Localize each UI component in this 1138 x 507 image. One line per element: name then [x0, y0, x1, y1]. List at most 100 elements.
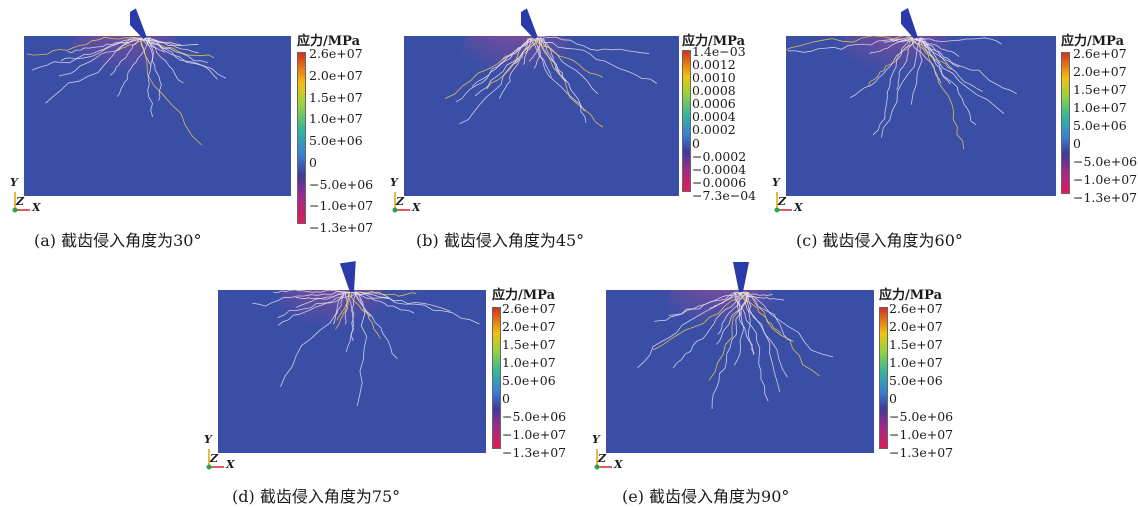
crack-path [533, 36, 650, 54]
crack-path [920, 37, 977, 126]
crack-path [909, 37, 953, 70]
axis-z-label: Z [598, 452, 607, 465]
tick-label: 2.0e+07 [889, 319, 943, 334]
crack-path [717, 291, 748, 335]
tick-label: −0.0002 [692, 148, 747, 164]
crack-path [637, 291, 738, 368]
crack-path [335, 292, 349, 330]
crack-path [923, 37, 983, 92]
crack-path [533, 37, 585, 112]
colorbar-ticks: 2.6e+07 2.0e+07 1.5e+07 1.0e+07 5.0e+06 0 −5.0… [1073, 46, 1138, 205]
crack-path [459, 37, 532, 125]
colorbar [1061, 52, 1070, 194]
axis-arrows [392, 192, 410, 213]
crack-path [142, 37, 226, 79]
axis-y-label: Y [204, 433, 212, 446]
tick-label: 0 [309, 154, 317, 170]
crack-path [896, 37, 917, 90]
colorbar-ticks: 2.6e+07 2.0e+07 1.5e+07 1.0e+07 5.0e+06 0 −5.0… [309, 47, 374, 233]
crack-path [522, 37, 532, 65]
tick-label: −1.3e+07 [1073, 190, 1138, 205]
crack-path [486, 37, 539, 90]
axis-z-label: Z [210, 452, 219, 465]
crack-path [60, 37, 138, 62]
tick-label: 0.0010 [692, 70, 736, 86]
tick-label: 0.0008 [692, 83, 736, 99]
crack-path [354, 291, 415, 314]
tick-label: 0.0006 [692, 96, 736, 112]
crack-path [920, 37, 951, 85]
axis-z-label: Z [778, 195, 787, 208]
tick-label: −5.0e+06 [502, 409, 567, 424]
crack-path [455, 37, 539, 103]
axis-x-label: X [226, 458, 235, 471]
crack-network [637, 290, 834, 410]
tick-label: 0 [889, 391, 897, 406]
tick-label: 0 [692, 135, 700, 151]
crack-path [540, 37, 567, 83]
tick-label: −1.0e+07 [309, 198, 374, 214]
crack-path [273, 290, 348, 293]
tick-label: −0.0006 [692, 174, 747, 190]
crack-path [345, 291, 355, 353]
crack-path [869, 37, 913, 55]
stress-contour-plot [404, 36, 679, 196]
axis-z-label: Z [16, 195, 25, 208]
crack-path [144, 37, 154, 117]
crack-path [332, 291, 346, 325]
crack-network [26, 36, 226, 146]
crack-path [355, 291, 398, 359]
crack-path [471, 37, 537, 87]
crack-path [137, 37, 181, 45]
tick-label: −1.0e+07 [1073, 172, 1138, 187]
colorbar-ticks: 1.4e−03 0.0012 0.0010 0.0008 0.0006 0.0004 0.0… [692, 44, 756, 201]
cutter-pick-icon [901, 8, 918, 39]
tick-label: −1.3e+07 [889, 445, 954, 460]
crack-path [356, 291, 368, 407]
legend-title: 应力/MPa [297, 34, 360, 49]
crack-path [653, 291, 744, 322]
legend-title: 应力/MPa [1061, 34, 1124, 49]
crack-path [45, 37, 147, 104]
stress-contour-plot [24, 36, 291, 196]
tick-label: 1.4e−03 [692, 44, 746, 59]
tick-label: 5.0e+06 [889, 373, 943, 388]
tick-label: 1.5e+07 [309, 89, 363, 105]
crack-path [348, 291, 480, 325]
crack-path [711, 291, 743, 410]
crack-path [543, 37, 560, 75]
crack-path [141, 37, 199, 54]
tick-label: −1.3e+07 [502, 445, 567, 460]
axis-y-label: Y [390, 176, 398, 189]
tick-label: −5.0e+06 [309, 176, 374, 192]
crack-path [346, 291, 381, 339]
tick-label: 1.5e+07 [889, 337, 943, 352]
cutter-pick-icon [733, 262, 749, 292]
panel-caption: (d) 截齿侵入角度为75° [232, 487, 401, 506]
crack-path [786, 36, 915, 51]
legend-title: 应力/MPa [682, 34, 745, 49]
crack-path [534, 37, 542, 69]
crack-path [345, 291, 390, 300]
tick-label: 2.6e+07 [889, 301, 943, 316]
crack-path [277, 291, 349, 319]
panel-caption: (c) 截齿侵入角度为60° [796, 231, 963, 250]
tick-label: 5.0e+06 [502, 373, 556, 388]
tick-label: 0.0002 [692, 122, 736, 138]
tick-label: 2.6e+07 [1073, 46, 1127, 61]
legend-title: 应力/MPa [492, 288, 555, 303]
stress-contour-plot [606, 290, 874, 453]
crack-path [140, 37, 166, 53]
legend-title: 应力/MPa [879, 288, 942, 303]
crack-path [358, 291, 451, 312]
colorbar-ticks: 2.6e+07 2.0e+07 1.5e+07 1.0e+07 5.0e+06 0 −5.0… [889, 301, 954, 460]
crack-path [296, 291, 349, 308]
crack-path [849, 37, 921, 99]
crack-path [911, 37, 942, 84]
axis-arrows [774, 192, 792, 213]
crack-path [881, 37, 921, 138]
crack-path [148, 38, 162, 101]
tick-label: 2.0e+07 [1073, 64, 1127, 79]
